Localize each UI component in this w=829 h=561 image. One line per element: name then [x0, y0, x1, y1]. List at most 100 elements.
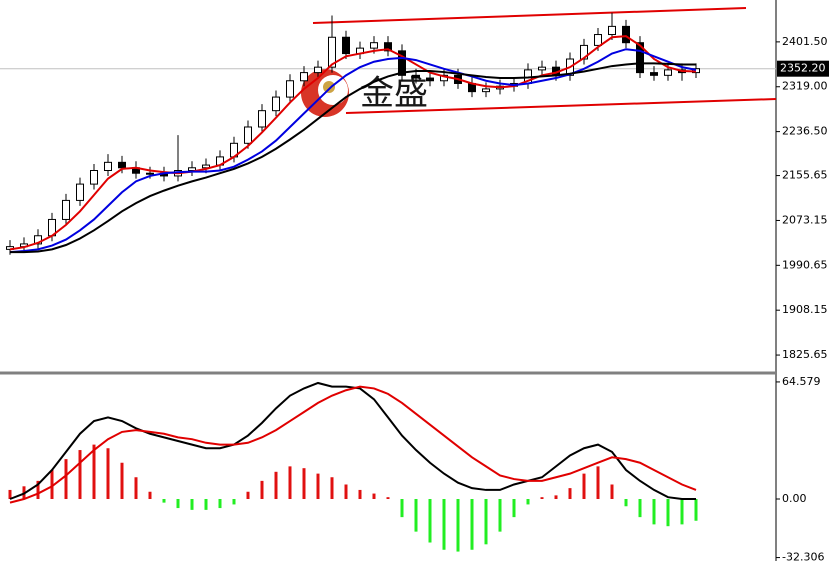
histogram-bar: [316, 473, 320, 499]
candle-body: [398, 50, 406, 76]
candle-body: [608, 25, 616, 36]
candle-body: [244, 126, 252, 144]
histogram-bar: [134, 477, 138, 499]
last-price-box: [777, 60, 829, 77]
histogram-bar: [540, 497, 544, 499]
indicator-line: [9, 35, 697, 251]
histogram-bar: [582, 473, 586, 499]
candle-body: [202, 164, 210, 169]
candle-body: [636, 42, 644, 74]
y-tick-label: 64.579: [782, 375, 821, 388]
histogram-bar: [302, 468, 306, 499]
y-tick-label: 1908.15: [782, 303, 828, 316]
y-tick-label: 2073.15: [782, 213, 828, 226]
histogram-bar: [78, 450, 82, 499]
histogram-bar: [568, 488, 572, 499]
candle-body: [426, 77, 434, 82]
histogram-bar: [484, 499, 488, 545]
candle-body: [622, 25, 630, 44]
candle-body: [482, 88, 490, 93]
histogram-bar: [498, 499, 502, 532]
histogram-bar: [120, 462, 124, 499]
histogram-bar: [288, 466, 292, 499]
y-tick-label: 2236.50: [782, 125, 828, 138]
candle-body: [664, 69, 672, 76]
histogram-bar: [610, 484, 614, 499]
y-tick-label: 1990.65: [782, 258, 828, 271]
histogram-bar: [246, 491, 250, 499]
watermark: 金盛: [360, 74, 428, 114]
candle-body: [412, 74, 420, 79]
histogram-bar: [64, 459, 68, 499]
histogram-bar: [596, 466, 600, 499]
histogram-bar: [414, 499, 418, 532]
histogram-bar: [400, 499, 404, 518]
candle-body: [594, 34, 602, 46]
histogram-bar: [344, 484, 348, 499]
histogram-bar: [386, 497, 390, 499]
histogram-bar: [274, 471, 278, 499]
y-tick-label: 2401.50: [782, 35, 828, 48]
histogram-bar: [162, 499, 166, 503]
trend-line: [312, 7, 747, 24]
y-tick-label: 2155.65: [782, 169, 828, 182]
candle-body: [34, 235, 42, 245]
candle-body: [300, 72, 308, 82]
histogram-bar: [666, 499, 670, 527]
candle-body: [286, 80, 294, 98]
candle-body: [314, 66, 322, 74]
histogram-bar: [148, 491, 152, 499]
histogram-bar: [442, 499, 446, 550]
y-tick-label: -32.306: [782, 551, 824, 561]
histogram-bar: [36, 480, 40, 499]
indicator-line: [9, 48, 697, 254]
histogram-bar: [232, 499, 236, 505]
candle-body: [146, 172, 154, 175]
trend-line: [345, 98, 777, 114]
indicator-line: [9, 385, 697, 504]
candle-body: [370, 42, 378, 49]
histogram-bar: [330, 477, 334, 499]
candle-body: [118, 161, 126, 169]
histogram-bar: [218, 499, 222, 509]
histogram-bar: [92, 444, 96, 499]
candle-body: [62, 199, 70, 220]
candle-body: [650, 72, 658, 76]
logo-dot: [323, 81, 335, 93]
y-tick-label: 1825.65: [782, 348, 828, 361]
histogram-bar: [512, 499, 516, 518]
candle-body: [258, 110, 266, 128]
histogram-bar: [428, 499, 432, 543]
histogram-bar: [106, 448, 110, 499]
histogram-bar: [694, 499, 698, 521]
histogram-bar: [624, 499, 628, 507]
y-tick-label: 0.00: [782, 492, 807, 505]
candle-body: [342, 36, 350, 55]
histogram-bar: [372, 493, 376, 499]
candle-body: [384, 42, 392, 52]
candle-body: [188, 167, 196, 171]
histogram-bar: [8, 489, 12, 499]
histogram-bar: [190, 499, 194, 510]
histogram-bar: [176, 499, 180, 509]
candle-body: [90, 170, 98, 185]
indicator-line: [10, 62, 696, 254]
last-price-label: 2352.20: [780, 62, 826, 75]
histogram-bar: [652, 499, 656, 525]
y-tick-label: 2319.00: [782, 80, 828, 93]
candle-body: [538, 66, 546, 71]
candle-body: [104, 161, 112, 171]
histogram-bar: [456, 499, 460, 552]
histogram-bar: [638, 499, 642, 518]
histogram-bar: [470, 499, 474, 550]
histogram-bar: [554, 495, 558, 499]
histogram-bar: [50, 469, 54, 499]
candle-body: [328, 36, 336, 68]
histogram-bar: [680, 499, 684, 525]
candle-body: [272, 96, 280, 112]
candle-body: [76, 183, 84, 201]
histogram-bar: [260, 480, 264, 499]
histogram-bar: [204, 499, 208, 510]
